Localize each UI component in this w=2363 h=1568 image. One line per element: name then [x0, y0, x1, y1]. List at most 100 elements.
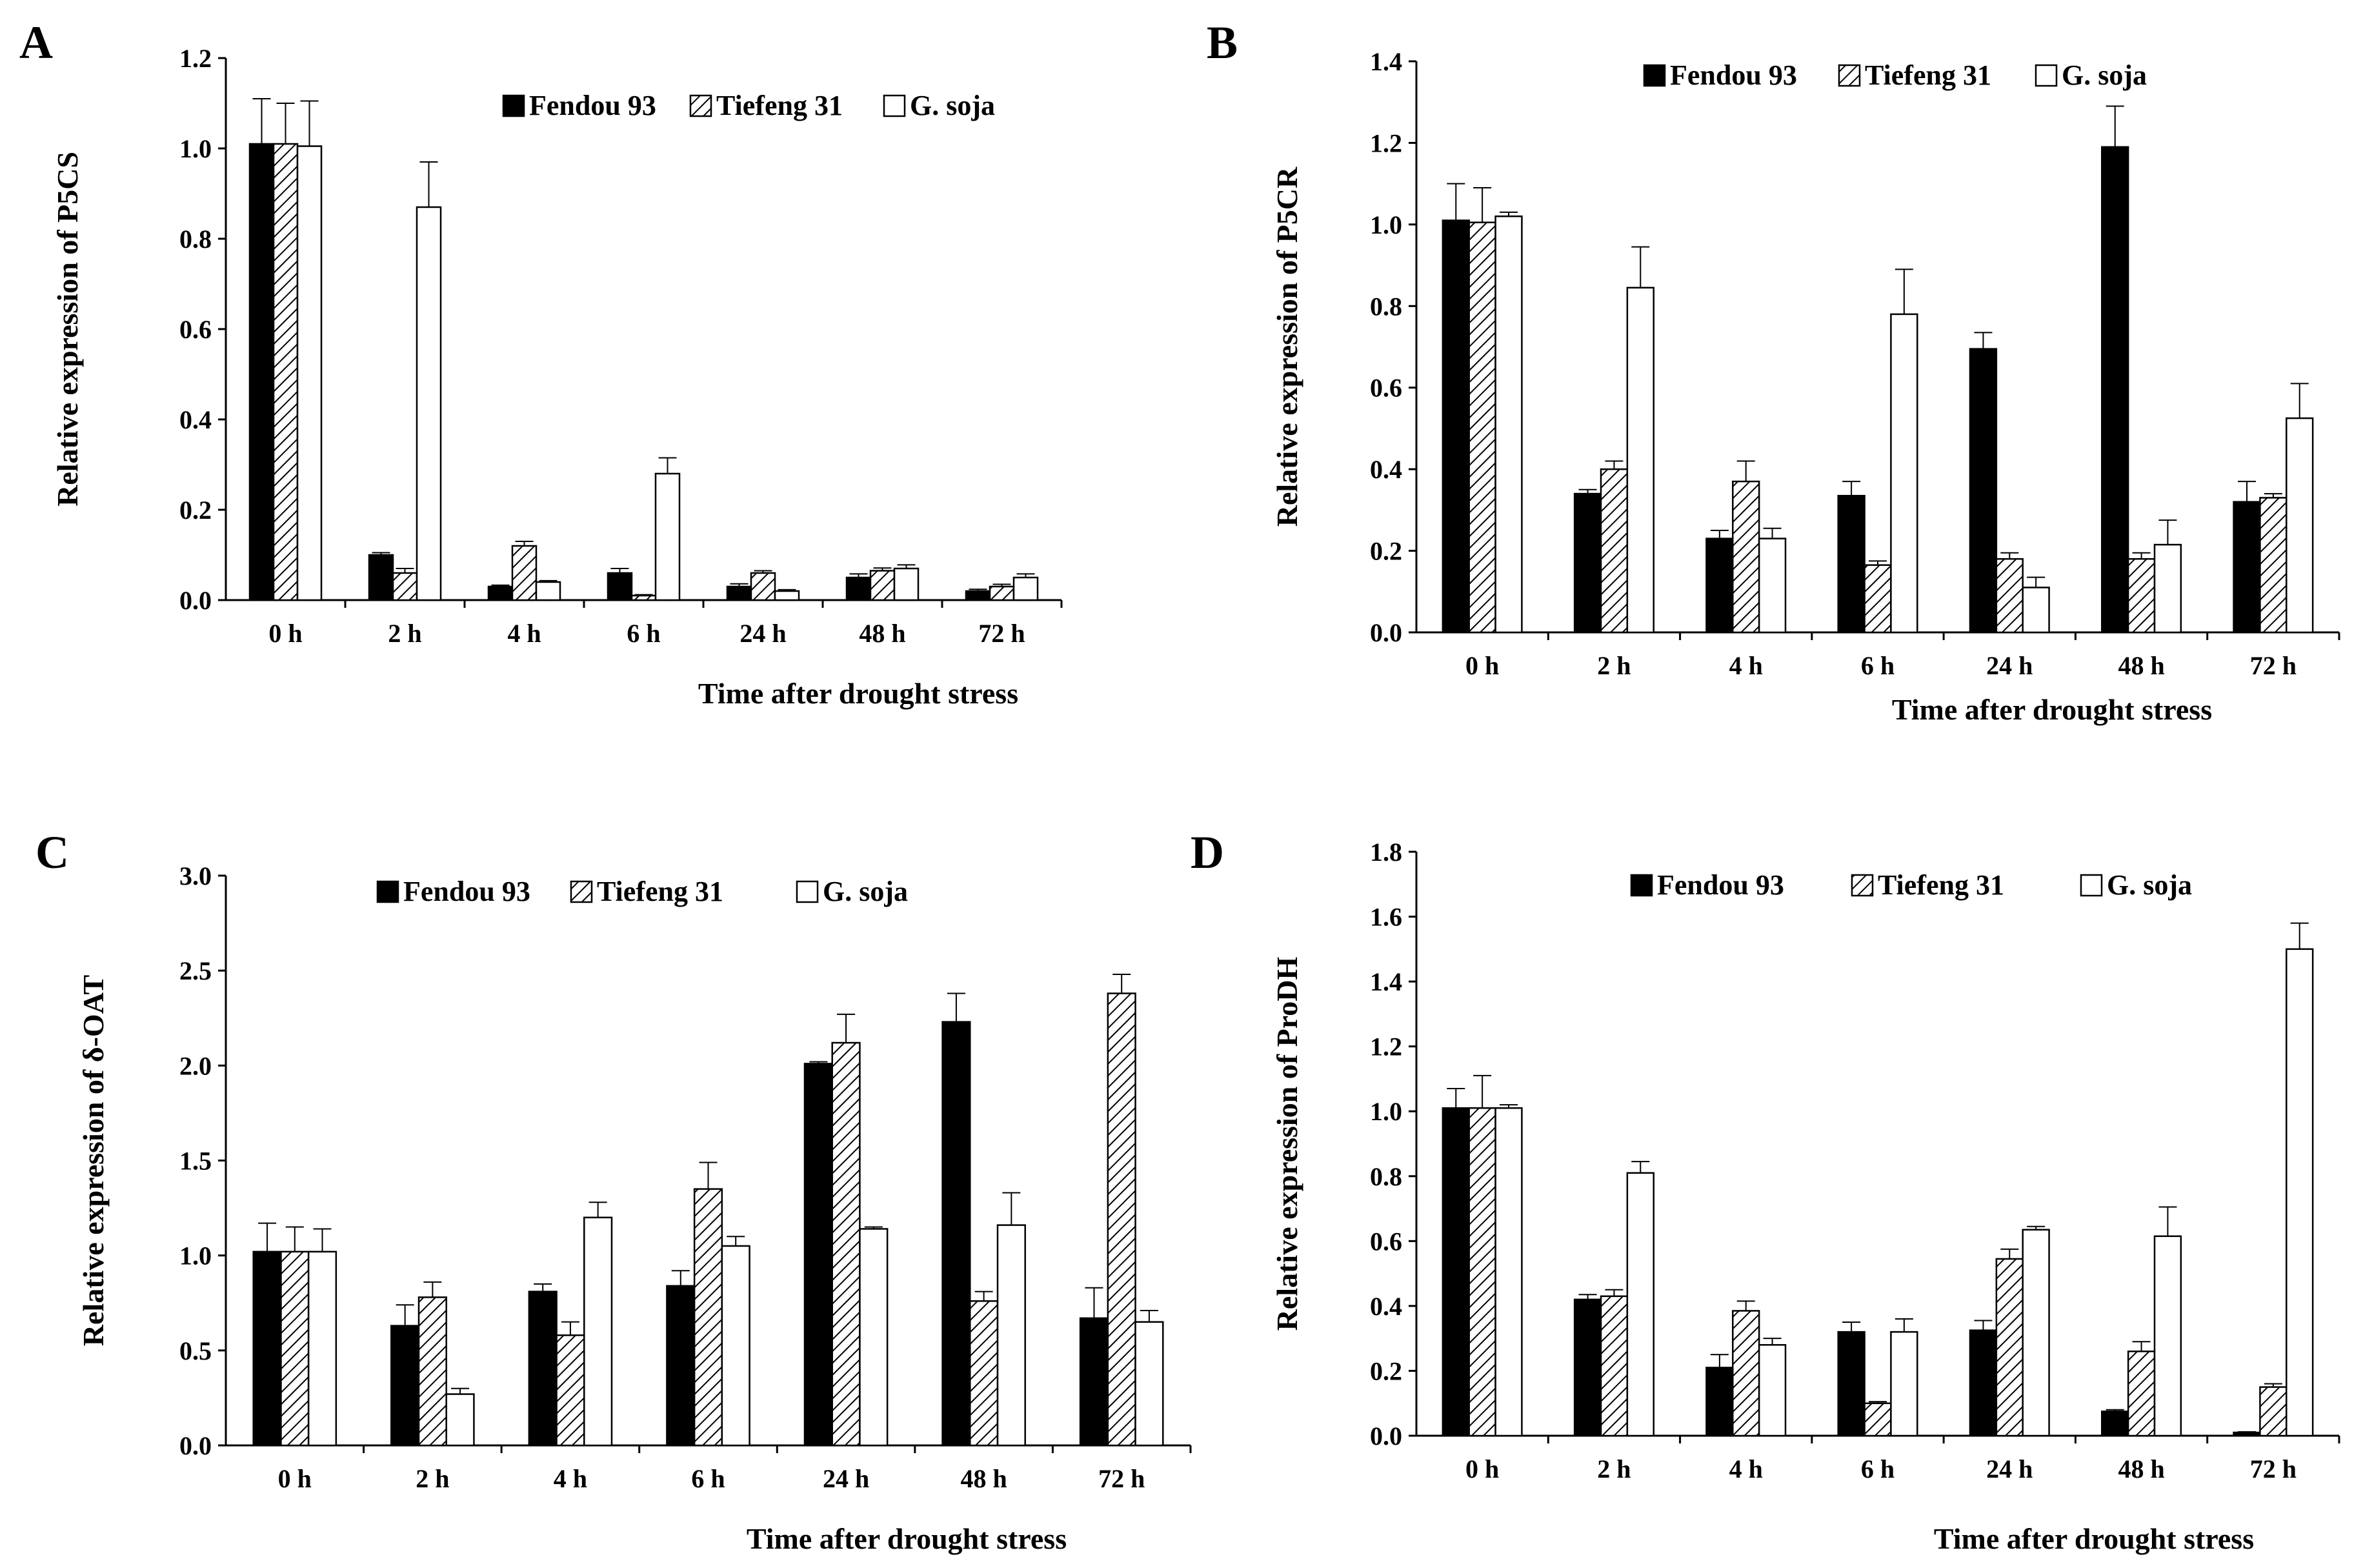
y-axis-title: Relative expression of ProDH [1271, 956, 1303, 1331]
legend-label: Fendou 93 [1670, 59, 1797, 91]
bar-g-soja-2h [416, 206, 442, 601]
x-tick-label: 4 h [554, 1464, 587, 1493]
bar-g-soja-4h [583, 1216, 613, 1447]
bar-g-soja-72h [1134, 1321, 1164, 1447]
x-tick-label: 48 h [2118, 1454, 2164, 1483]
legend-swatch [796, 880, 819, 903]
bar-tiefeng-31-48h [969, 1300, 999, 1447]
bar-g-soja-24h [2022, 1229, 2050, 1437]
legend-swatch [1838, 64, 1861, 87]
x-axis-title: Time after drought stress [698, 677, 1018, 710]
y-tick-label: 0.8 [179, 225, 212, 254]
legend-label: G. soja [823, 876, 908, 907]
bar-tiefeng-31-2h [1600, 468, 1629, 634]
x-axis-title: Time after drought stress [1934, 1522, 2254, 1555]
bar-fendou-93-2h [368, 554, 394, 601]
bar-fendou-93-6h [1837, 494, 1865, 634]
x-tick-label: 0 h [1465, 651, 1499, 680]
y-tick-label: 1.4 [1370, 967, 1402, 996]
bar-g-soja-6h [1890, 1331, 1918, 1437]
bar-tiefeng-31-2h [417, 1296, 447, 1447]
bar-g-soja-48h [996, 1224, 1026, 1447]
bar-tiefeng-31-6h [1864, 1402, 1892, 1437]
y-tick-label: 1.6 [1370, 903, 1402, 932]
bar-tiefeng-31-0h [1468, 221, 1496, 634]
bar-fendou-93-48h [2101, 1411, 2129, 1437]
legend-label: Fendou 93 [529, 90, 656, 121]
x-axis-title: Time after drought stress [1892, 693, 2212, 726]
bar-fendou-93-0h [1442, 219, 1470, 634]
x-tick-label: 2 h [416, 1464, 449, 1493]
bar-fendou-93-24h [1969, 1329, 1998, 1437]
bar-g-soja-2h [1626, 1172, 1654, 1437]
bar-tiefeng-31-24h [831, 1041, 861, 1447]
bar-tiefeng-31-48h [869, 570, 896, 601]
x-tick-label: 6 h [627, 619, 660, 648]
y-tick-label: 1.0 [179, 1241, 212, 1271]
x-tick-label: 6 h [691, 1464, 725, 1493]
x-tick-label: 48 h [859, 619, 905, 648]
x-tick-label: 2 h [1597, 651, 1631, 680]
legend-label: G. soja [2107, 869, 2192, 901]
y-axis-title: Relative expression of P5CR [1271, 166, 1303, 527]
bar-fendou-93-24h [803, 1063, 833, 1447]
bar-g-soja-72h [2286, 417, 2314, 634]
bar-g-soja-4h [1758, 1343, 1787, 1437]
bar-tiefeng-31-6h [630, 594, 657, 601]
y-tick-label: 0.4 [1370, 1292, 1402, 1321]
x-tick-label: 24 h [823, 1464, 869, 1493]
legend-swatch [2080, 874, 2103, 897]
panel-letter: A [19, 17, 53, 68]
y-tick-label: 1.2 [179, 44, 212, 73]
bar-g-soja-6h [721, 1245, 750, 1447]
bar-tiefeng-31-0h [272, 143, 299, 601]
y-tick-label: 0.4 [179, 405, 212, 434]
x-tick-label: 0 h [1465, 1454, 1499, 1483]
bar-tiefeng-31-72h [1107, 992, 1136, 1447]
bar-fendou-93-72h [1079, 1317, 1109, 1447]
bar-fendou-93-72h [965, 590, 991, 601]
bar-g-soja-6h [654, 472, 681, 601]
legend-label: Fendou 93 [403, 876, 530, 907]
bar-g-soja-4h [535, 581, 561, 601]
bar-tiefeng-31-4h [556, 1334, 585, 1447]
x-tick-label: 24 h [739, 619, 786, 648]
bar-g-soja-2h [1626, 286, 1654, 634]
bar-g-soja-72h [1012, 576, 1039, 601]
bar-tiefeng-31-4h [511, 545, 538, 601]
x-tick-label: 48 h [961, 1464, 1007, 1493]
legend-label: Tiefeng 31 [1865, 59, 1991, 91]
x-tick-label: 4 h [1729, 1454, 1763, 1483]
bar-fendou-93-48h [2101, 146, 2129, 634]
x-tick-label: 0 h [278, 1464, 312, 1493]
x-tick-label: 6 h [1861, 1454, 1895, 1483]
bar-tiefeng-31-4h [1732, 480, 1760, 634]
y-tick-label: 1.2 [1370, 128, 1402, 157]
y-tick-label: 1.0 [1370, 1097, 1402, 1126]
bar-g-soja-0h [307, 1251, 337, 1447]
panel-letter: D [1191, 827, 1224, 878]
bar-fendou-93-24h [1969, 348, 1998, 634]
panel-letter: B [1207, 17, 1238, 68]
legend-label: G. soja [2062, 59, 2147, 91]
y-tick-label: 0.2 [1370, 537, 1402, 566]
bar-g-soja-48h [2153, 1235, 2182, 1437]
x-tick-label: 72 h [978, 619, 1025, 648]
bar-tiefeng-31-24h [1995, 1258, 2024, 1437]
bar-tiefeng-31-0h [280, 1251, 310, 1447]
bar-tiefeng-31-24h [1995, 558, 2024, 634]
bar-fendou-93-2h [1573, 1298, 1602, 1437]
legend-swatch [883, 94, 906, 117]
bar-g-soja-24h [774, 590, 800, 601]
x-tick-label: 24 h [1986, 1454, 2033, 1483]
bar-g-soja-0h [1494, 215, 1523, 634]
legend-label: Tiefeng 31 [716, 90, 843, 121]
bar-fendou-93-6h [666, 1285, 696, 1447]
y-tick-label: 3.0 [179, 861, 212, 890]
x-tick-label: 2 h [388, 619, 421, 648]
bar-fendou-93-0h [252, 1251, 282, 1447]
bar-tiefeng-31-0h [1468, 1107, 1496, 1437]
bar-g-soja-48h [2153, 543, 2182, 634]
y-axis-title: Relative expression of δ-OAT [77, 975, 110, 1346]
